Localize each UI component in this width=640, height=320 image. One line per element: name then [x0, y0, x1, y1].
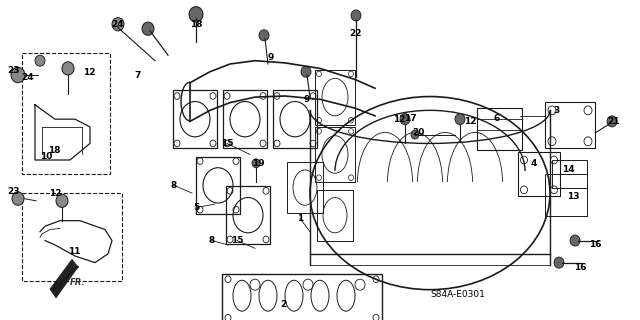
- Bar: [196, 157, 240, 214]
- Text: 1: 1: [297, 214, 303, 223]
- Circle shape: [12, 192, 24, 205]
- Text: 18: 18: [189, 20, 202, 29]
- Text: 5: 5: [193, 203, 199, 212]
- Text: 9: 9: [304, 95, 310, 104]
- Text: 22: 22: [349, 28, 362, 38]
- Bar: [287, 162, 323, 213]
- Circle shape: [411, 130, 419, 139]
- Text: 21: 21: [608, 117, 620, 126]
- Text: FR.: FR.: [70, 278, 86, 287]
- Text: 23: 23: [8, 188, 20, 196]
- Circle shape: [554, 257, 564, 268]
- Text: 6: 6: [494, 114, 500, 123]
- Circle shape: [351, 10, 361, 21]
- Text: 2: 2: [280, 300, 286, 309]
- Text: 24: 24: [112, 20, 124, 29]
- Text: 12: 12: [83, 68, 95, 77]
- Text: 23: 23: [8, 66, 20, 75]
- Text: 16: 16: [573, 262, 586, 272]
- Bar: [223, 91, 267, 148]
- Bar: [315, 69, 355, 125]
- Circle shape: [35, 55, 45, 66]
- Circle shape: [11, 67, 25, 83]
- Text: 15: 15: [231, 236, 243, 245]
- Bar: [222, 274, 382, 320]
- Bar: [22, 193, 122, 281]
- Circle shape: [189, 7, 203, 22]
- Text: 8: 8: [171, 181, 177, 190]
- Circle shape: [112, 18, 124, 31]
- Circle shape: [56, 194, 68, 207]
- Bar: [226, 187, 270, 244]
- Bar: [552, 160, 587, 188]
- Text: 14: 14: [562, 165, 574, 174]
- Text: 12: 12: [393, 115, 405, 124]
- Text: 24: 24: [22, 73, 35, 82]
- Text: 9: 9: [268, 53, 274, 62]
- Text: 7: 7: [135, 70, 141, 80]
- Text: 11: 11: [68, 247, 80, 256]
- Text: 8: 8: [209, 236, 215, 245]
- Text: 20: 20: [412, 128, 424, 137]
- Text: 19: 19: [252, 159, 264, 168]
- Bar: [317, 190, 353, 241]
- Text: 18: 18: [48, 146, 60, 155]
- Text: 12: 12: [49, 188, 61, 198]
- Bar: [545, 174, 587, 216]
- Text: 15: 15: [221, 139, 233, 148]
- Bar: [477, 108, 522, 150]
- Text: 10: 10: [40, 152, 52, 161]
- Text: S84A-E0301: S84A-E0301: [430, 290, 485, 299]
- Bar: [173, 91, 217, 148]
- Text: 3: 3: [553, 106, 559, 115]
- Polygon shape: [50, 259, 78, 298]
- Text: 4: 4: [531, 159, 537, 168]
- Circle shape: [142, 22, 154, 35]
- Circle shape: [455, 114, 465, 125]
- Bar: [22, 53, 110, 174]
- Circle shape: [252, 159, 260, 168]
- Circle shape: [62, 62, 74, 75]
- Text: 17: 17: [404, 114, 416, 123]
- Text: 16: 16: [589, 240, 601, 250]
- Circle shape: [607, 116, 617, 127]
- Circle shape: [259, 30, 269, 41]
- Circle shape: [301, 66, 311, 77]
- Bar: [273, 91, 317, 148]
- Text: 12: 12: [464, 117, 476, 126]
- Bar: [545, 101, 595, 148]
- Circle shape: [400, 114, 410, 125]
- Text: 13: 13: [567, 192, 579, 201]
- Bar: [518, 152, 560, 196]
- Bar: [315, 127, 355, 182]
- Circle shape: [570, 235, 580, 246]
